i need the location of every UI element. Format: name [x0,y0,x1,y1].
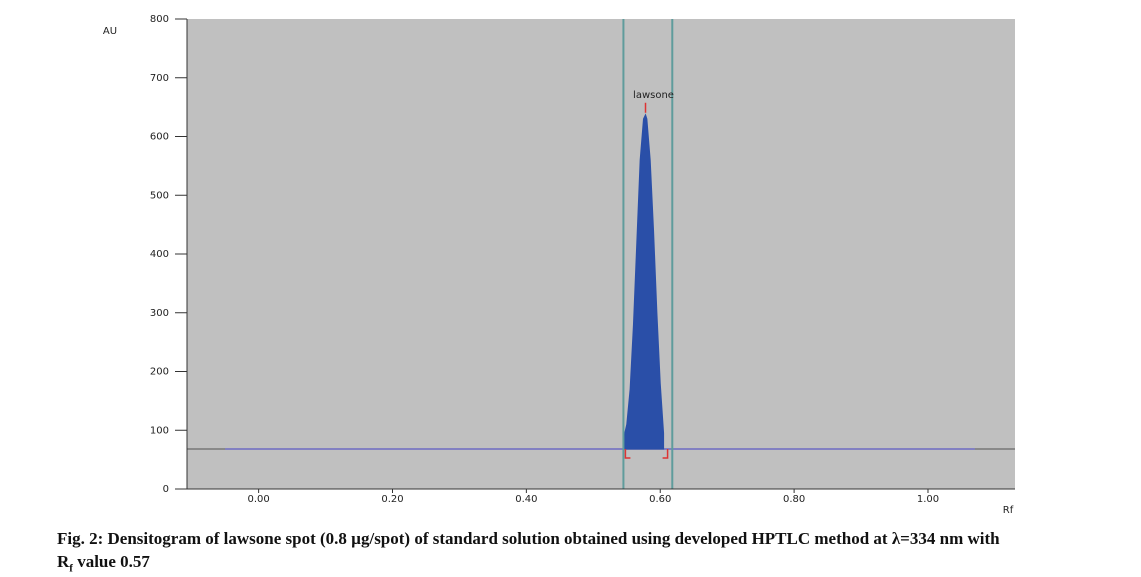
y-tick-label: 100 [150,425,169,436]
plot-area [187,19,1015,489]
y-tick-label: 700 [150,73,169,84]
y-tick-label: 600 [150,132,169,143]
y-tick-label: 300 [150,308,169,319]
x-tick-label: 0.20 [381,494,403,505]
y-tick-label: 500 [150,190,169,201]
x-tick-label: 0.80 [783,494,805,505]
y-axis-label: AU [103,26,117,37]
caption-sub: f [69,562,73,575]
caption-r: R [57,552,70,571]
y-tick-label: 400 [150,249,169,260]
x-tick-label: 0.40 [515,494,537,505]
peak [622,113,665,450]
caption-line-2: Rf value 0.57 [57,552,150,574]
x-tick-label: 1.00 [917,494,939,505]
x-tick-label: 0.00 [247,494,269,505]
x-tick-label: 0.60 [649,494,671,505]
y-tick-label: 800 [150,14,169,25]
y-tick-label: 200 [150,367,169,378]
y-tick-label: 0 [163,484,169,495]
peak-bracket [624,449,669,459]
x-axis-label: Rf [1003,505,1014,516]
caption-end: value 0.57 [77,552,150,571]
peak-label: lawsone [633,90,674,101]
caption: Fig. 2: Densitogram of lawsone spot (0.8… [57,529,1000,548]
chart: AU Rf 0 100 200 300 400 500 600 700 800 0.00 0.20 0… [103,14,1015,516]
